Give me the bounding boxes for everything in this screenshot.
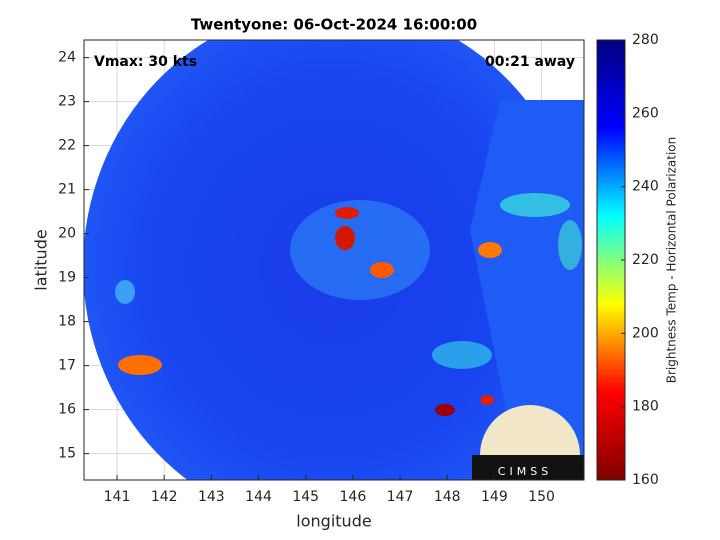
colorbar-tick-label: 180 bbox=[632, 399, 659, 415]
logo: CIMSS bbox=[472, 405, 584, 480]
chart-title: Twentyone: 06-Oct-2024 16:00:00 bbox=[191, 16, 477, 34]
blob bbox=[370, 262, 394, 278]
colorbar-tick-label: 220 bbox=[632, 252, 659, 268]
y-tick-label: 24 bbox=[58, 50, 76, 66]
colorbar-tick-label: 240 bbox=[632, 179, 659, 195]
y-tick-label: 23 bbox=[58, 94, 76, 110]
colorbar-tick-label: 260 bbox=[632, 105, 659, 121]
logo-text: CIMSS bbox=[498, 465, 552, 478]
x-tick-label: 150 bbox=[528, 489, 555, 505]
x-tick-label: 149 bbox=[481, 489, 508, 505]
blob bbox=[558, 220, 582, 270]
plot-frame bbox=[83, 39, 585, 481]
y-axis-label: latitude bbox=[32, 229, 51, 290]
x-tick-label: 148 bbox=[434, 489, 461, 505]
swath-edge bbox=[470, 100, 584, 480]
colorbar-tick-label: 280 bbox=[632, 32, 659, 48]
x-tick-label: 144 bbox=[245, 489, 272, 505]
blob bbox=[478, 242, 502, 258]
x-axis-label: longitude bbox=[296, 512, 371, 531]
y-tick-label: 18 bbox=[58, 314, 76, 330]
y-tick-label: 22 bbox=[58, 138, 76, 154]
blob bbox=[290, 200, 430, 300]
x-tick-label: 145 bbox=[292, 489, 319, 505]
x-tick-label: 146 bbox=[340, 489, 367, 505]
blob bbox=[115, 280, 135, 304]
colorbar bbox=[596, 39, 626, 481]
blob bbox=[335, 207, 359, 219]
y-tick-label: 15 bbox=[58, 446, 76, 462]
x-tick-label: 142 bbox=[151, 489, 178, 505]
blob bbox=[480, 395, 494, 405]
blob bbox=[435, 404, 455, 416]
x-tick-label: 141 bbox=[104, 489, 131, 505]
blob bbox=[118, 355, 162, 375]
blob bbox=[432, 341, 492, 369]
y-tick-label: 21 bbox=[58, 182, 76, 198]
blob bbox=[335, 226, 355, 250]
y-tick-label: 20 bbox=[58, 226, 76, 242]
x-tick-label: 147 bbox=[387, 489, 414, 505]
logo-band bbox=[472, 455, 584, 480]
colorbar-tick-label: 160 bbox=[632, 472, 659, 488]
y-tick-label: 17 bbox=[58, 358, 76, 374]
colorbar-label: Brightness Temp - Horizontal Polarizatio… bbox=[665, 137, 679, 384]
y-tick-label: 19 bbox=[58, 270, 76, 286]
blob bbox=[500, 193, 570, 217]
colorbar-tick-label: 200 bbox=[632, 325, 659, 341]
swath-image bbox=[84, 40, 584, 480]
annotation: 00:21 away bbox=[485, 54, 575, 70]
x-tick-label: 143 bbox=[198, 489, 225, 505]
y-tick-label: 16 bbox=[58, 402, 76, 418]
logo-dome bbox=[480, 405, 580, 455]
annotation: Vmax: 30 kts bbox=[94, 54, 197, 70]
